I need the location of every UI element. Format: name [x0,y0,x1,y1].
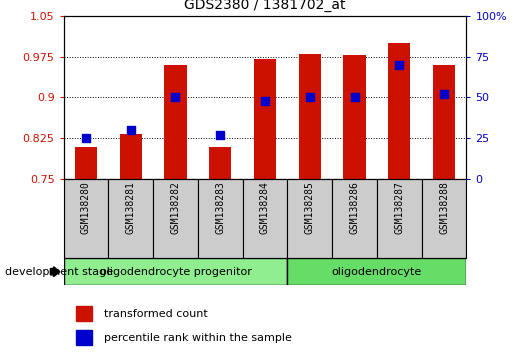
Point [261,98,269,103]
Bar [377,179,422,258]
Text: GSM138281: GSM138281 [126,181,136,234]
Bar [75,147,97,179]
Text: oligodendrocyte: oligodendrocyte [332,267,422,277]
Bar [343,55,366,179]
Bar [64,179,108,258]
Point [171,95,180,100]
Bar [433,65,455,179]
Text: GSM138280: GSM138280 [81,181,91,234]
Text: oligodendrocyte progenitor: oligodendrocyte progenitor [100,267,251,277]
Point [305,95,314,100]
Text: GSM138284: GSM138284 [260,181,270,234]
Bar [108,179,153,258]
Bar [332,179,377,258]
Bar [76,330,92,345]
Text: GSM138285: GSM138285 [305,181,315,234]
Bar [254,59,276,179]
Bar [422,179,466,258]
Point [395,62,403,68]
Point [350,95,359,100]
Text: GSM138287: GSM138287 [394,181,404,234]
Bar [164,65,187,179]
Text: GSM138282: GSM138282 [171,181,181,234]
Point [82,135,90,141]
Bar [287,179,332,258]
Point [216,132,225,138]
Text: GSM138286: GSM138286 [349,181,359,234]
Point [127,127,135,133]
Bar [298,54,321,179]
Text: development stage: development stage [5,267,113,277]
Bar [287,258,466,285]
Bar [153,179,198,258]
Bar [209,147,232,179]
Point [440,91,448,97]
Bar [64,258,287,285]
Text: transformed count: transformed count [104,309,208,319]
Bar [120,134,142,179]
Bar [198,179,243,258]
Title: GDS2380 / 1381702_at: GDS2380 / 1381702_at [184,0,346,12]
Text: percentile rank within the sample: percentile rank within the sample [104,333,292,343]
Bar [76,306,92,321]
Bar [388,43,410,179]
Text: GSM138288: GSM138288 [439,181,449,234]
Bar [243,179,287,258]
Text: GSM138283: GSM138283 [215,181,225,234]
